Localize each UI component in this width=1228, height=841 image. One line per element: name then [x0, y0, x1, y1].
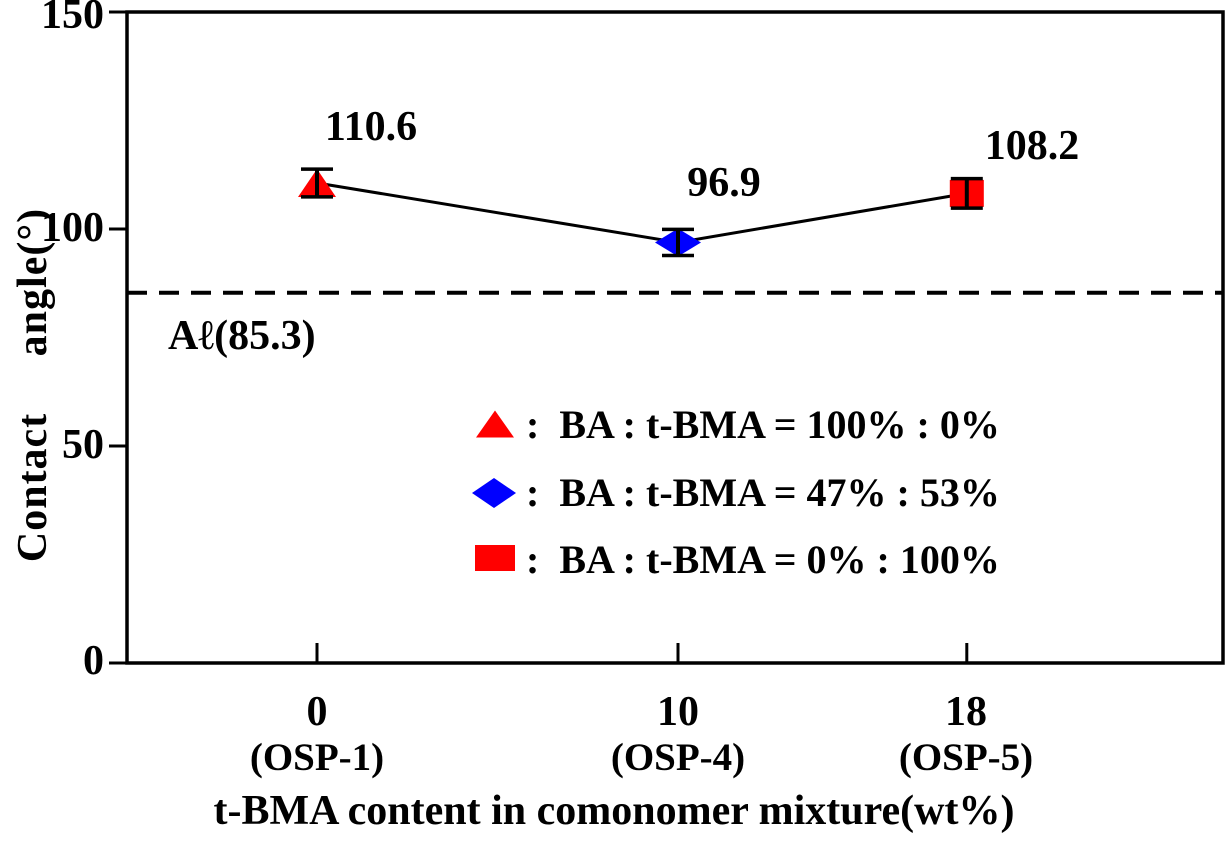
x-tick-label-10: 10	[657, 689, 699, 735]
legend-label-100-0: : BA : t-BMA = 100% : 0%	[526, 402, 1000, 447]
x-tick-label-0: 0	[306, 689, 328, 735]
x-axis-title: t-BMA content in comonomer mixture(wt%)	[213, 788, 1015, 834]
y-tick-label-0: 0	[83, 638, 104, 684]
y-axis-title: Contact angle(°)	[10, 207, 56, 563]
y-tick-label-150: 150	[41, 0, 104, 38]
x-tick-sublabel-osp4: (OSP-4)	[610, 736, 746, 779]
plot-border	[125, 10, 1225, 665]
x-tick-sublabel-osp1: (OSP-1)	[249, 736, 385, 779]
point-label-96-9: 96.9	[687, 160, 761, 206]
legend-marker-triangle	[476, 410, 514, 438]
legend-marker-square	[475, 545, 515, 571]
legend-label-0-100: : BA : t-BMA = 0% : 100%	[526, 537, 1000, 582]
legend-label-47-53: : BA : t-BMA = 47% : 53%	[526, 470, 1000, 515]
point-label-110-6: 110.6	[324, 104, 418, 150]
legend-marker-diamond	[472, 478, 516, 508]
x-tick-sublabel-osp5: (OSP-5)	[898, 736, 1034, 779]
y-tick-label-50: 50	[62, 422, 104, 468]
y-tick-label-100: 100	[41, 205, 104, 251]
point-label-108-2: 108.2	[984, 123, 1080, 169]
reference-line-label: Aℓ(85.3)	[168, 313, 316, 359]
x-tick-label-18: 18	[945, 689, 987, 735]
